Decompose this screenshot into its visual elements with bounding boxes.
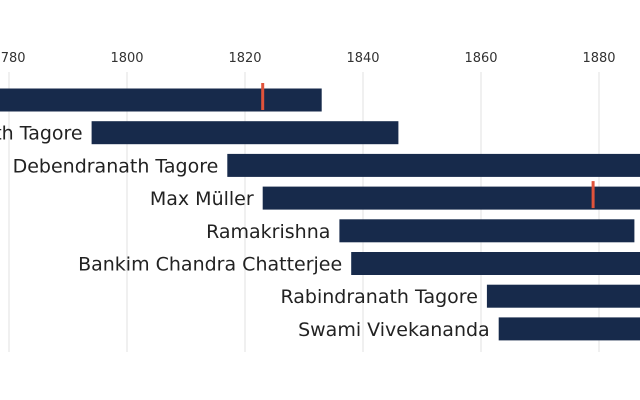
x-tick-label-1780: 1780 — [0, 51, 26, 66]
row-labels: Dwarkanath Tagore Debendranath Tagore Max … — [0, 123, 490, 341]
row-label-4: Ramakrishna — [206, 221, 330, 243]
x-tick-label-1820: 1820 — [228, 51, 261, 66]
timeline-bar-7 — [498, 317, 640, 341]
row-label-6: Rabindranath Tagore — [280, 286, 477, 308]
x-tick-label-1840: 1840 — [346, 51, 379, 66]
x-tick-label-1880: 1880 — [582, 51, 615, 66]
row-label-3: Max Müller — [150, 188, 254, 210]
timeline-bars — [0, 88, 640, 341]
x-tick-label-1800: 1800 — [110, 51, 143, 66]
row-label-5: Bankim Chandra Chatterjee — [78, 254, 342, 276]
timeline-bar-4 — [339, 219, 635, 243]
row-label-1: Dwarkanath Tagore — [0, 123, 83, 145]
event-markers — [261, 83, 595, 209]
row-label-2: Debendranath Tagore — [13, 155, 219, 177]
timeline-bar-2 — [227, 153, 640, 177]
x-tick-label-1860: 1860 — [464, 51, 497, 66]
gridlines — [8, 72, 600, 352]
timeline-bar-0 — [0, 88, 322, 112]
timeline-bar-6 — [486, 284, 640, 308]
row-label-7: Swami Vivekananda — [298, 319, 490, 341]
x-axis-ticks: 1780 1800 1820 1840 1860 1880 — [0, 51, 616, 66]
timeline-bar-5 — [351, 252, 640, 275]
timeline-bar-3 — [262, 186, 640, 210]
timeline-bar-1 — [91, 121, 399, 145]
